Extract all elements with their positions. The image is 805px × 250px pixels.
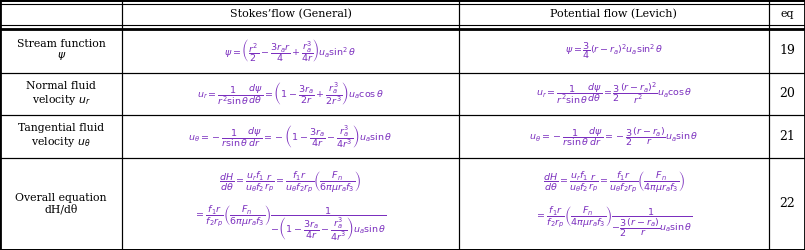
Text: 20: 20 xyxy=(779,87,795,100)
Bar xyxy=(122,158,459,250)
Text: $u_r=\dfrac{1}{r^2\sin\theta}\dfrac{d\psi}{d\theta}=\dfrac{3}{2}\dfrac{(r-r_a)^2: $u_r=\dfrac{1}{r^2\sin\theta}\dfrac{d\ps… xyxy=(535,81,692,106)
Text: $u_r=\dfrac{1}{r^2\sin\theta}\dfrac{d\psi}{d\theta}=\left(1-\dfrac{3r_a}{2r}+\df: $u_r=\dfrac{1}{r^2\sin\theta}\dfrac{d\ps… xyxy=(197,80,384,107)
Bar xyxy=(0,29,122,72)
Bar xyxy=(0,72,122,115)
Text: 19: 19 xyxy=(779,44,795,57)
Text: Overall equation
dH/dθ: Overall equation dH/dθ xyxy=(15,193,107,215)
Bar xyxy=(769,115,805,158)
Bar xyxy=(0,0,122,29)
Text: Tangential fluid
velocity $u_\theta$: Tangential fluid velocity $u_\theta$ xyxy=(19,123,104,149)
Text: $u_\theta=-\dfrac{1}{r\sin\theta}\dfrac{d\psi}{dr}=-\left(1-\dfrac{3r_a}{4r}-\df: $u_\theta=-\dfrac{1}{r\sin\theta}\dfrac{… xyxy=(188,123,393,150)
Bar xyxy=(769,72,805,115)
Text: $\dfrac{dH}{d\theta}=\dfrac{u_r f_1}{u_\theta f_2}\dfrac{r}{r_p}=\dfrac{f_1 r}{u: $\dfrac{dH}{d\theta}=\dfrac{u_r f_1}{u_\… xyxy=(543,170,685,195)
Text: 21: 21 xyxy=(779,130,795,143)
Text: $=\dfrac{f_1 r}{f_2 r_p}\left(\dfrac{F_n}{6\pi\mu r_a f_3}\right)\dfrac{1}{-\lef: $=\dfrac{f_1 r}{f_2 r_p}\left(\dfrac{F_n… xyxy=(194,203,387,242)
Bar xyxy=(769,0,805,29)
Bar xyxy=(459,72,769,115)
Text: Stream function
$\psi$: Stream function $\psi$ xyxy=(17,39,105,62)
Text: $\dfrac{dH}{d\theta}=\dfrac{u_r f_1}{u_\theta f_2}\dfrac{r}{r_p}=\dfrac{f_1 r}{u: $\dfrac{dH}{d\theta}=\dfrac{u_r f_1}{u_\… xyxy=(220,170,361,195)
Text: 22: 22 xyxy=(779,197,795,210)
Bar xyxy=(122,115,459,158)
Bar xyxy=(769,29,805,72)
Bar xyxy=(459,158,769,250)
Text: eq: eq xyxy=(780,9,794,20)
Bar xyxy=(769,158,805,250)
Bar xyxy=(459,0,769,29)
Text: Stokes’flow (General): Stokes’flow (General) xyxy=(229,9,352,20)
Text: $=\dfrac{f_1 r}{f_2 r_p}\left(\dfrac{F_n}{4\pi\mu r_a f_3}\right)\dfrac{1}{-\dfr: $=\dfrac{f_1 r}{f_2 r_p}\left(\dfrac{F_n… xyxy=(535,205,692,240)
Bar xyxy=(459,29,769,72)
Text: $\psi=\left(\dfrac{r^2}{2}-\dfrac{3r_a r}{4}+\dfrac{r_a^3}{4r}\right)u_a\sin^2\t: $\psi=\left(\dfrac{r^2}{2}-\dfrac{3r_a r… xyxy=(225,37,357,64)
Bar xyxy=(0,158,122,250)
Bar xyxy=(459,115,769,158)
Text: Normal fluid
velocity $u_r$: Normal fluid velocity $u_r$ xyxy=(27,81,96,107)
Text: Potential flow (Levich): Potential flow (Levich) xyxy=(551,9,677,20)
Bar xyxy=(122,72,459,115)
Bar xyxy=(122,0,459,29)
Text: $\psi=\dfrac{3}{4}(r-r_a)^2u_a\sin^2\theta$: $\psi=\dfrac{3}{4}(r-r_a)^2u_a\sin^2\the… xyxy=(564,40,663,61)
Text: $u_\theta=-\dfrac{1}{r\sin\theta}\dfrac{d\psi}{dr}=-\dfrac{3}{2}\dfrac{(r-r_a)}{: $u_\theta=-\dfrac{1}{r\sin\theta}\dfrac{… xyxy=(529,125,699,148)
Bar xyxy=(122,29,459,72)
Bar xyxy=(0,115,122,158)
